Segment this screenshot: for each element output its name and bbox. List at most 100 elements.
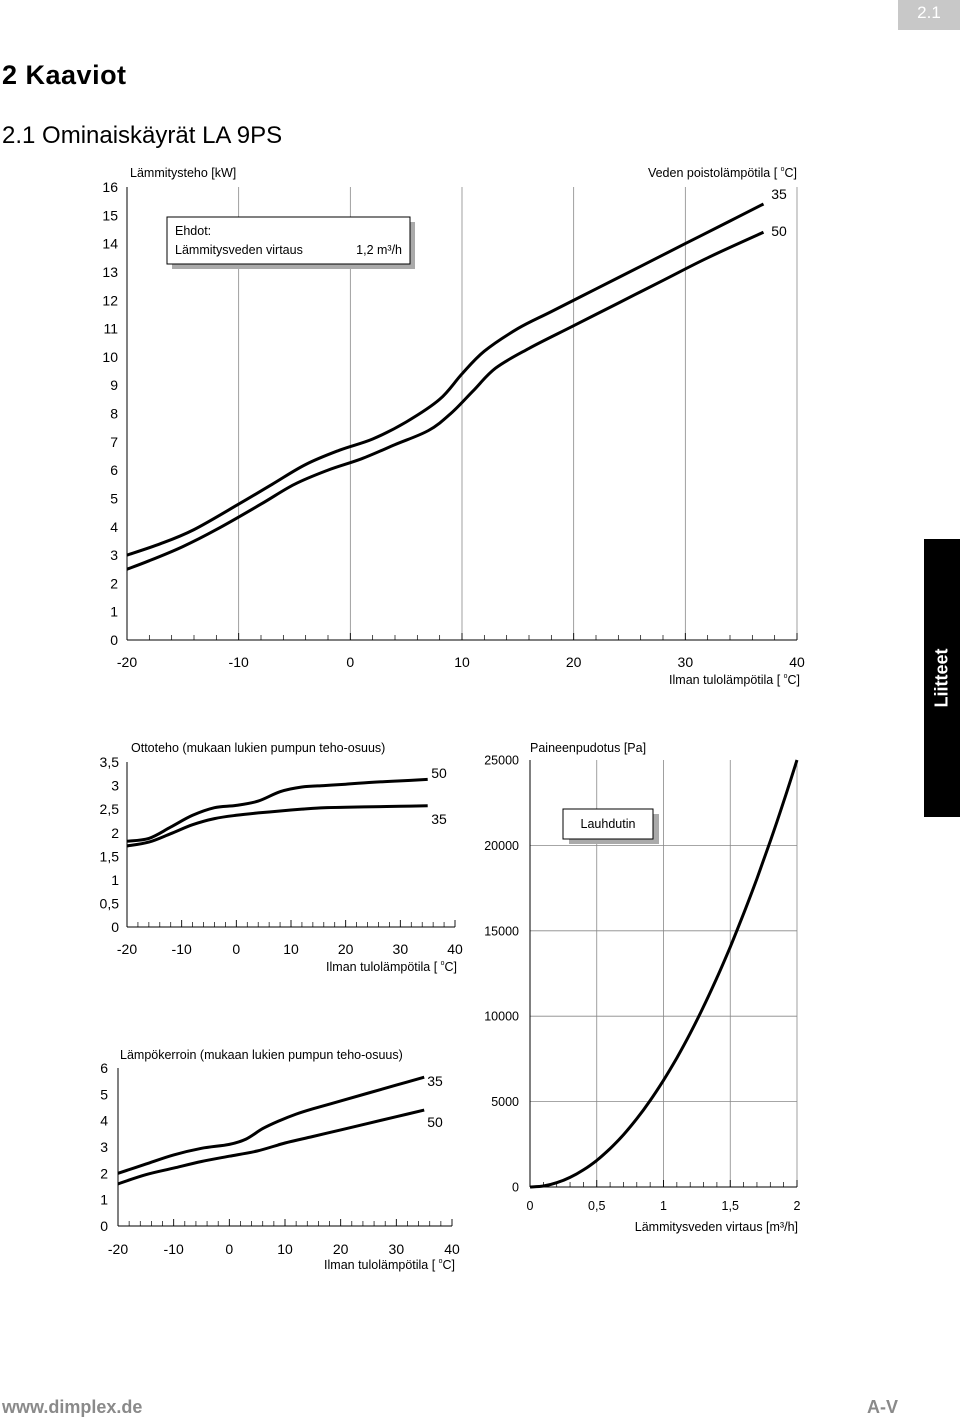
x-tick-label: 2: [794, 1199, 801, 1213]
x-tick-label: 0: [346, 654, 354, 670]
series-line-50: [126, 230, 765, 571]
y-tick-label: 0,5: [100, 895, 120, 911]
y-tick-label: 8: [110, 406, 118, 422]
x-axis-label: Ilman tulolämpötila [ oC]: [669, 673, 800, 687]
y-tick-label: 9: [110, 377, 118, 393]
y-tick-label: 20000: [484, 839, 519, 853]
y-tick-label: 1: [111, 872, 119, 888]
x-tick-label: 10: [454, 654, 470, 670]
series-line-50: [117, 1108, 425, 1186]
series-line-35: [126, 202, 765, 557]
y-tick-label: 2: [111, 825, 119, 841]
page-number: 2.1: [898, 0, 960, 30]
y-tick-label: 0: [512, 1181, 519, 1195]
x-tick-label: 30: [678, 654, 694, 670]
y-tick-label: 3: [111, 778, 119, 794]
chart-pressure: 0 0,5 1 1,5 2 0 5000 10000 15000 20000 25000 Painee…: [484, 741, 800, 1213]
series-label-50: 50: [771, 223, 787, 239]
x-tick-label: -20: [117, 654, 137, 670]
lauhdutin-box-frame: [562, 808, 654, 840]
x-tick-label: -10: [229, 654, 249, 670]
chart-title: Ottoteho (mukaan lukien pumpun teho-osuu…: [131, 741, 385, 755]
y-tick-label: 4: [110, 519, 118, 535]
lauhdutin-label: Lauhdutin: [581, 817, 636, 831]
y-tick-label: 1: [110, 604, 118, 620]
chart-title: Lämpökerroin (mukaan lukien pumpun teho-…: [120, 1048, 403, 1062]
x-tick-label: 30: [389, 1241, 405, 1257]
y-tick-label: 15: [102, 207, 118, 223]
x-axis-label: Ilman tulolämpötila [ oC]: [326, 960, 457, 974]
series-line-Lauhdutin: [529, 759, 799, 1189]
conditions-box-frame: [166, 216, 411, 265]
chart-title: Paineenpudotus [Pa]: [530, 741, 646, 755]
x-tick-label: 20: [338, 941, 354, 957]
x-tick-label: 1,5: [722, 1199, 739, 1213]
series-label-35: 35: [771, 186, 787, 202]
y-tick-label: 2,5: [100, 801, 120, 817]
x-tick-label: 10: [277, 1241, 293, 1257]
conditions-box: Ehdot: Lämmitysveden virtaus 1,2 m³/h: [166, 216, 415, 269]
y-tick-label: 25000: [484, 754, 519, 768]
x-tick-label: 40: [789, 654, 805, 670]
y-tick-label: 3: [110, 547, 118, 563]
y-tick-label: 3: [100, 1139, 108, 1155]
x-tick-label: 20: [566, 654, 582, 670]
conditions-title: Ehdot:: [175, 224, 211, 238]
series-line-35: [126, 804, 428, 848]
y-tick-label: 7: [110, 434, 118, 450]
x-tick-label: -10: [164, 1241, 184, 1257]
footer-url[interactable]: www.dimplex.de: [2, 1397, 143, 1417]
lauhdutin-box: Lauhdutin: [562, 808, 659, 844]
y-tick-label: 2: [100, 1165, 108, 1181]
y-tick-label: 16: [102, 179, 118, 195]
side-tab[interactable]: Liitteet: [924, 539, 960, 817]
page-subheading: 2.1 Ominaiskäyrät LA 9PS: [2, 122, 283, 149]
y-tick-label: 15000: [484, 924, 519, 938]
x-tick-label: 30: [393, 941, 409, 957]
legend-title: Veden poistolämpötila [ oC]: [648, 166, 797, 180]
y-tick-label: 5: [110, 490, 118, 506]
y-tick-label: 0: [100, 1218, 108, 1234]
x-tick-label: 10: [283, 941, 299, 957]
y-tick-label: 10000: [484, 1010, 519, 1024]
chart-cop: -20 -10 0 10 20 30 40 0 1 2 3 4 5 6 35 50 Lämpökerroin (…: [100, 1048, 460, 1257]
y-tick-label: 10: [102, 349, 118, 365]
series-label-50: 50: [427, 1114, 443, 1130]
x-axis-label: Ilman tulolämpötila [ oC]: [324, 1258, 455, 1272]
y-tick-label: 6: [100, 1060, 108, 1076]
x-tick-label: 20: [333, 1241, 349, 1257]
y-tick-label: 1,5: [100, 848, 120, 864]
x-tick-label: 1: [660, 1199, 667, 1213]
x-tick-label: 0,5: [588, 1199, 605, 1213]
y-tick-label: 0: [111, 919, 119, 935]
series-line-50: [126, 777, 428, 843]
x-tick-label: -20: [117, 941, 137, 957]
x-tick-label: 0: [527, 1199, 534, 1213]
series-label-35: 35: [427, 1073, 443, 1089]
y-tick-label: 12: [102, 292, 118, 308]
series-line-35: [117, 1075, 425, 1175]
y-tick-label: 1: [100, 1192, 108, 1208]
chart-title: Lämmitysteho [kW]: [130, 166, 236, 180]
y-tick-label: 13: [102, 264, 118, 280]
y-tick-label: 6: [110, 462, 118, 478]
page-heading: 2 Kaaviot: [2, 60, 127, 90]
x-tick-label: 0: [232, 941, 240, 957]
x-tick-label: 0: [225, 1241, 233, 1257]
y-tick-label: 0: [110, 632, 118, 648]
x-tick-label: 40: [444, 1241, 460, 1257]
y-tick-label: 2: [110, 575, 118, 591]
y-tick-label: 4: [100, 1113, 108, 1129]
y-tick-label: 14: [102, 236, 118, 252]
y-tick-label: 11: [103, 321, 118, 337]
y-tick-label: 5000: [491, 1095, 519, 1109]
x-tick-label: -10: [172, 941, 192, 957]
series-label-50: 50: [431, 765, 447, 781]
conditions-label: Lämmitysveden virtaus: [175, 243, 303, 257]
y-tick-label: 3,5: [100, 754, 120, 770]
x-tick-label: -20: [108, 1241, 128, 1257]
series-label-35: 35: [431, 811, 447, 827]
footer-page-code: A-V: [867, 1397, 898, 1417]
